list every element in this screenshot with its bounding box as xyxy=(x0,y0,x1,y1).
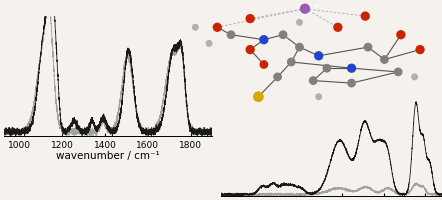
Point xyxy=(315,54,322,57)
Point xyxy=(228,33,235,36)
Point xyxy=(288,60,295,64)
Point xyxy=(260,38,267,41)
Point xyxy=(348,67,355,70)
Point xyxy=(255,95,262,98)
Point xyxy=(279,33,286,36)
Text: +: + xyxy=(313,3,319,9)
Point xyxy=(395,70,402,74)
Point xyxy=(247,48,254,51)
Point xyxy=(310,79,317,82)
Point xyxy=(247,17,254,20)
Point xyxy=(274,75,281,78)
Point xyxy=(214,26,221,29)
Point xyxy=(301,7,309,10)
Point xyxy=(397,33,404,36)
Point xyxy=(334,26,341,29)
Point xyxy=(260,63,267,66)
Point xyxy=(296,46,303,49)
Point xyxy=(365,46,372,49)
X-axis label: wavenumber / cm⁻¹: wavenumber / cm⁻¹ xyxy=(57,151,160,161)
Point xyxy=(362,15,369,18)
Point xyxy=(192,26,199,29)
Point xyxy=(206,42,213,45)
Point xyxy=(348,81,355,85)
Point xyxy=(324,67,331,70)
Point xyxy=(296,21,303,24)
Point xyxy=(381,58,388,61)
Point xyxy=(315,95,322,98)
Point xyxy=(416,48,423,51)
Point xyxy=(411,75,418,78)
